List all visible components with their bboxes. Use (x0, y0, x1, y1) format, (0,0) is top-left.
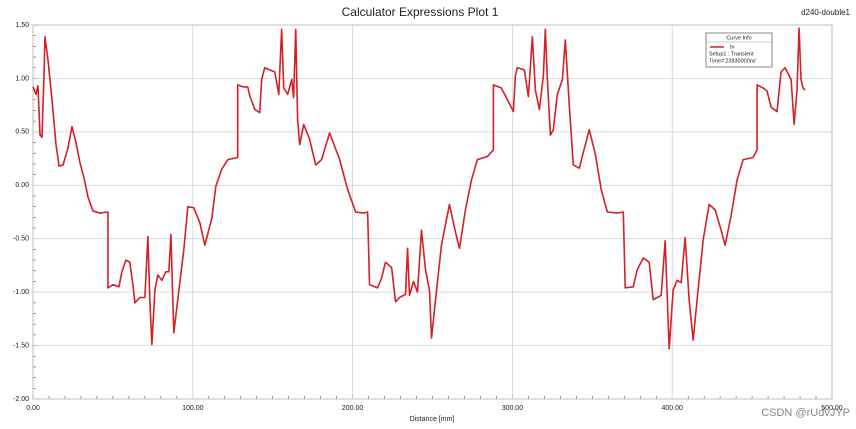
y-tick-label: -1.00 (13, 289, 29, 296)
x-tick-label: 200.00 (342, 405, 364, 412)
x-tick-label: 100.00 (182, 405, 204, 412)
y-tick-label: 0.50 (15, 129, 29, 136)
y-tick-label: -2.00 (13, 396, 29, 403)
y-tick-label: 0.00 (15, 182, 29, 189)
legend-detail: Time='22830000ns' (709, 58, 757, 64)
plot-area (32, 24, 833, 400)
y-tick-label: 1.00 (15, 75, 29, 82)
legend-box (705, 32, 773, 68)
x-axis-label: Distance [mm] (410, 416, 455, 423)
chart-title: Calculator Expressions Plot 1 (342, 5, 499, 19)
legend-heading: Curve Info (726, 35, 751, 41)
y-tick-label: 1.50 (15, 22, 29, 29)
y-tick-label: -0.50 (13, 236, 29, 243)
legend-detail: Setup1 : Transient (709, 51, 754, 57)
watermark: CSDN @rUdvJYP (761, 407, 850, 419)
project-label: d240-double1 (801, 8, 850, 17)
x-tick-label: 500.00 (821, 405, 843, 412)
x-tick-label: 400.00 (661, 405, 683, 412)
x-tick-label: 300.00 (502, 405, 524, 412)
legend-entry: tx (730, 44, 735, 50)
x-tick-label: 0.00 (26, 405, 40, 412)
y-tick-label: -1.50 (13, 342, 29, 349)
series-line (32, 27, 806, 350)
